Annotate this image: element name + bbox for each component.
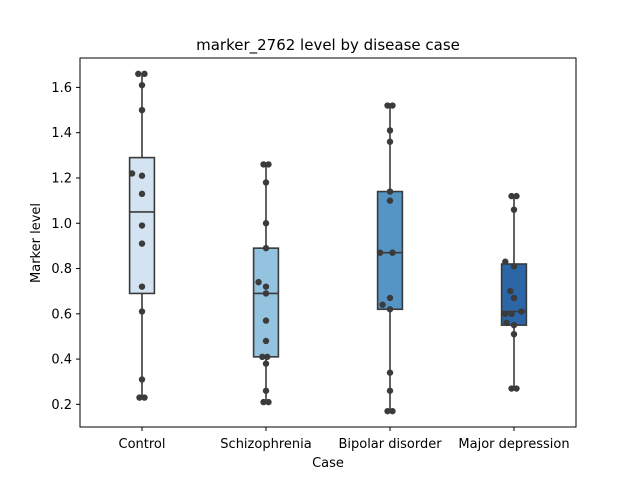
y-tick-label: 0.2: [51, 398, 72, 413]
data-point: [260, 398, 267, 406]
y-tick-label: 1.4: [51, 126, 72, 141]
data-point: [260, 161, 267, 168]
data-point: [386, 387, 394, 394]
data-point: [508, 385, 515, 392]
data-point: [262, 179, 270, 186]
data-point: [262, 220, 270, 227]
data-point: [379, 301, 386, 308]
y-tick-label: 1.2: [51, 171, 72, 186]
y-axis-label: Marker level: [29, 203, 44, 283]
data-point: [138, 172, 146, 179]
data-point: [510, 294, 518, 302]
data-point: [135, 70, 142, 78]
y-tick-label: 1.6: [51, 81, 72, 96]
plot-area: 0.2 0.4 0.6 0.8 1.0 1.2 1.4 1.6 Control Schizophr…: [51, 57, 577, 452]
data-point: [136, 394, 143, 401]
data-point: [386, 197, 394, 204]
plot-frame: [79, 57, 577, 428]
y-tick-label: 0.8: [51, 262, 72, 277]
data-point: [262, 387, 270, 394]
data-point: [262, 244, 270, 252]
data-point: [510, 330, 518, 338]
data-point: [138, 222, 146, 229]
data-point: [384, 407, 391, 415]
data-point: [265, 398, 272, 406]
data-point: [265, 161, 272, 168]
data-point: [389, 407, 396, 415]
data-point: [259, 353, 266, 361]
data-point: [513, 192, 520, 200]
y-tick-label: 1.0: [51, 217, 72, 232]
x-tick-label: Control: [119, 437, 166, 452]
data-point: [262, 290, 270, 297]
data-point: [510, 206, 518, 213]
data-point: [384, 102, 391, 109]
data-point: [141, 394, 148, 401]
data-point: [255, 278, 262, 286]
data-point: [508, 192, 515, 200]
data-point: [510, 263, 518, 270]
data-point: [138, 240, 146, 247]
data-point: [386, 369, 394, 376]
data-point: [138, 283, 146, 290]
data-point: [262, 317, 270, 324]
data-point: [376, 249, 384, 256]
data-point: [502, 258, 509, 265]
data-point: [386, 138, 394, 145]
data-point: [262, 360, 270, 367]
data-point: [503, 319, 510, 327]
y-tick-label: 0.6: [51, 307, 72, 322]
x-tick-label: Schizophrenia: [220, 437, 311, 452]
data-point: [518, 308, 525, 315]
data-point: [386, 127, 394, 134]
data-point: [138, 376, 146, 383]
data-point: [389, 102, 396, 109]
data-point: [386, 306, 394, 313]
data-point: [138, 106, 146, 114]
data-point: [508, 310, 515, 318]
data-point: [141, 70, 148, 78]
data-point: [262, 337, 270, 345]
data-point: [386, 294, 394, 302]
y-tick-label: 0.4: [51, 353, 72, 368]
data-point: [128, 170, 136, 177]
data-point: [502, 310, 509, 318]
data-point: [510, 321, 518, 329]
chart-title: marker_2762 level by disease case: [196, 36, 460, 55]
x-tick-label: Bipolar disorder: [338, 437, 442, 452]
data-point: [389, 249, 396, 256]
data-point: [386, 188, 394, 195]
data-point: [138, 308, 146, 315]
data-point: [513, 385, 520, 392]
data-point: [138, 190, 146, 198]
data-point: [262, 283, 270, 290]
data-point: [264, 353, 271, 361]
data-point: [507, 287, 514, 295]
x-axis-label: Case: [312, 456, 344, 471]
data-point: [138, 81, 146, 89]
x-tick-label: Major depression: [458, 437, 569, 452]
